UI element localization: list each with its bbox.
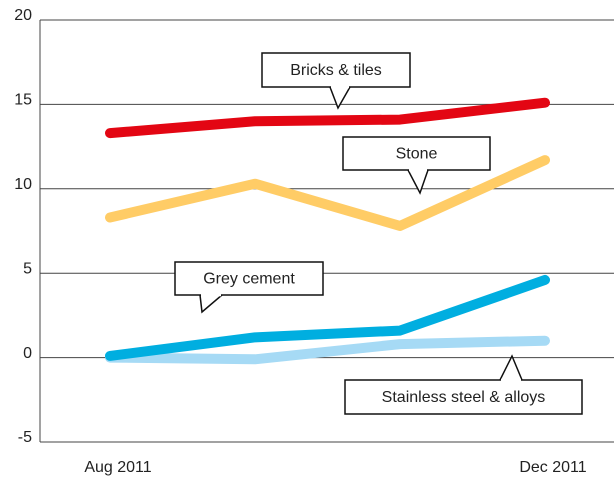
legend-label: Stone — [396, 146, 438, 163]
x-tick-label: Aug 2011 — [84, 459, 151, 476]
y-tick-label: 0 — [23, 345, 32, 362]
y-tick-label: 15 — [14, 92, 32, 109]
x-tick-label: Dec 2011 — [519, 459, 586, 476]
series-line — [105, 274, 550, 361]
y-tick-label: 10 — [14, 176, 32, 193]
callout-box — [261, 52, 411, 88]
series-line — [105, 97, 550, 139]
y-tick-label: -5 — [18, 429, 32, 446]
callout-box — [344, 379, 583, 415]
series-line — [105, 335, 550, 365]
callout-pointer — [406, 169, 430, 195]
legend-label: Grey cement — [203, 271, 295, 288]
y-tick-label: 5 — [23, 260, 32, 277]
legend-label: Bricks & tiles — [290, 62, 382, 79]
legend-label: Stainless steel & alloys — [382, 389, 546, 406]
callout-pointer — [199, 294, 225, 314]
callout-box — [174, 261, 324, 296]
callout-pointer — [498, 354, 524, 381]
y-tick-label: 20 — [14, 7, 32, 24]
series-line — [105, 155, 550, 231]
